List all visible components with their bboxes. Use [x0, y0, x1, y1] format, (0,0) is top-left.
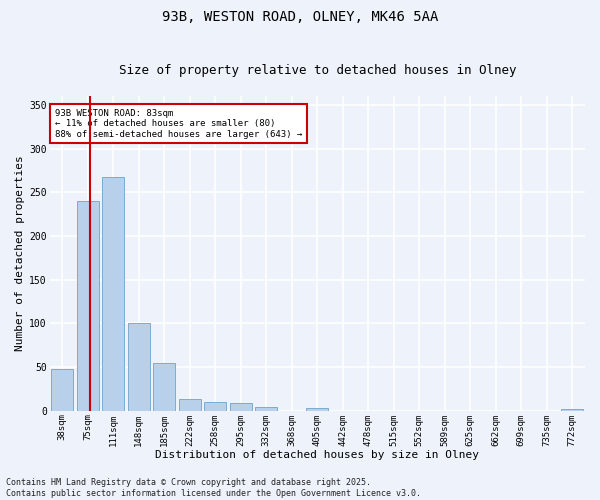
- Bar: [128, 324, 149, 411]
- Bar: [103, 178, 124, 411]
- Bar: [562, 409, 583, 411]
- Bar: [154, 362, 175, 411]
- Text: 93B, WESTON ROAD, OLNEY, MK46 5AA: 93B, WESTON ROAD, OLNEY, MK46 5AA: [162, 10, 438, 24]
- Text: Contains HM Land Registry data © Crown copyright and database right 2025.
Contai: Contains HM Land Registry data © Crown c…: [6, 478, 421, 498]
- Bar: [230, 403, 251, 411]
- Bar: [77, 201, 98, 411]
- Bar: [52, 369, 73, 411]
- Text: 93B WESTON ROAD: 83sqm
← 11% of detached houses are smaller (80)
88% of semi-det: 93B WESTON ROAD: 83sqm ← 11% of detached…: [55, 109, 302, 138]
- Y-axis label: Number of detached properties: Number of detached properties: [15, 156, 25, 352]
- Bar: [179, 398, 200, 411]
- X-axis label: Distribution of detached houses by size in Olney: Distribution of detached houses by size …: [155, 450, 479, 460]
- Bar: [205, 402, 226, 411]
- Bar: [256, 408, 277, 411]
- Bar: [307, 408, 328, 411]
- Title: Size of property relative to detached houses in Olney: Size of property relative to detached ho…: [119, 64, 516, 77]
